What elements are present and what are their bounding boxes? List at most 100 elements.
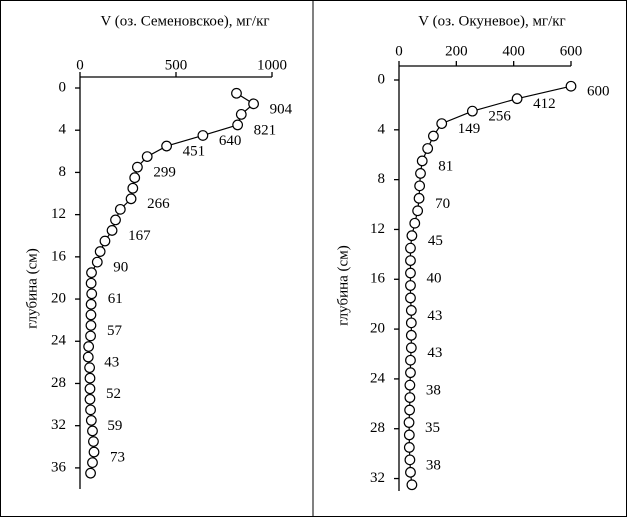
data-point (85, 298, 97, 310)
data-point (127, 182, 139, 194)
y-tick-label: 20 (370, 321, 385, 337)
y-tick-label: 32 (370, 470, 385, 486)
y-tick-label: 28 (370, 420, 385, 436)
data-point (406, 230, 418, 242)
data-point (422, 143, 434, 154)
data-point (415, 168, 426, 179)
data-point (82, 351, 94, 363)
data-point (84, 362, 95, 374)
y-tick-label: 16 (370, 271, 386, 287)
data-label: 57 (107, 323, 123, 339)
data-label: 90 (113, 260, 128, 276)
data-point (99, 235, 111, 247)
data-label: 43 (104, 355, 119, 371)
data-point (404, 392, 416, 403)
data-point (231, 87, 242, 99)
x-tick-label: 0 (76, 57, 84, 73)
data-label: 70 (435, 196, 450, 212)
data-point (106, 225, 118, 236)
data-point (110, 214, 121, 226)
y-tick-label: 24 (370, 370, 386, 386)
x-tick-label: 400 (502, 43, 525, 59)
data-point (87, 457, 98, 469)
data-point (405, 242, 416, 254)
data-point (197, 130, 209, 141)
data-label: 61 (108, 291, 123, 307)
y-tick-label: 32 (51, 417, 66, 433)
y-tick-label: 36 (51, 459, 67, 475)
data-point (405, 354, 416, 366)
x-tick-label: 200 (445, 43, 468, 59)
data-label: 43 (427, 345, 442, 361)
data-point (405, 292, 416, 304)
data-point (409, 217, 421, 229)
chart-title: V (оз. Семеновское), мг/кг (100, 13, 269, 29)
data-label: 451 (183, 143, 206, 159)
data-point (511, 93, 523, 105)
x-tick-label: 500 (165, 57, 188, 73)
data-point (84, 383, 96, 395)
data-point (132, 161, 143, 173)
data-point (405, 329, 417, 341)
data-point (405, 267, 416, 279)
data-point (235, 108, 247, 120)
data-point (436, 118, 448, 129)
data-label: 412 (533, 96, 556, 112)
data-point (85, 320, 97, 331)
data-point (91, 256, 103, 268)
data-point (405, 317, 417, 329)
data-point (412, 205, 424, 217)
y-axis-title: глубина (см) (24, 248, 40, 328)
y-tick-label: 20 (51, 290, 66, 306)
data-label: 35 (425, 420, 440, 436)
y-tick-label: 0 (59, 79, 67, 95)
data-point (85, 309, 97, 321)
y-tick-label: 8 (378, 171, 386, 187)
data-point (86, 267, 97, 279)
data-label: 600 (587, 84, 610, 100)
data-point (416, 155, 428, 167)
data-label: 38 (426, 383, 441, 399)
data-label: 256 (488, 109, 511, 125)
data-point (85, 404, 96, 416)
y-tick-label: 12 (370, 221, 385, 237)
data-label: 299 (153, 165, 176, 181)
data-point (83, 341, 95, 352)
x-tick-label: 1000 (257, 57, 287, 73)
data-label: 59 (107, 418, 122, 434)
y-tick-label: 28 (51, 375, 66, 391)
data-point (403, 429, 415, 441)
data-point (428, 130, 439, 142)
data-point (141, 151, 153, 162)
x-tick-label: 0 (395, 43, 403, 59)
data-point (94, 246, 106, 257)
chart-title: V (оз. Окуневое), мг/кг (418, 13, 565, 29)
data-point (114, 203, 126, 215)
data-point (129, 172, 141, 184)
data-point (405, 255, 416, 266)
data-point (404, 404, 416, 416)
data-label: 821 (254, 122, 277, 138)
data-label: 640 (219, 133, 242, 149)
y-tick-label: 24 (51, 333, 67, 349)
data-label: 45 (428, 233, 443, 249)
data-point (466, 105, 478, 117)
data-point (84, 393, 96, 405)
data-label: 43 (427, 308, 442, 324)
data-point (88, 446, 100, 458)
data-line (87, 92, 255, 474)
data-label: 40 (426, 270, 441, 286)
y-tick-label: 4 (378, 121, 386, 137)
data-point (84, 372, 96, 384)
data-point (405, 466, 416, 478)
data-point (85, 415, 97, 426)
y-tick-label: 0 (378, 71, 386, 87)
data-point (404, 454, 416, 466)
data-label: 81 (438, 158, 453, 174)
data-point (85, 467, 96, 479)
data-point (403, 417, 415, 428)
data-point (413, 192, 425, 204)
data-point (405, 305, 417, 316)
data-point (85, 277, 97, 289)
data-point (87, 425, 98, 437)
